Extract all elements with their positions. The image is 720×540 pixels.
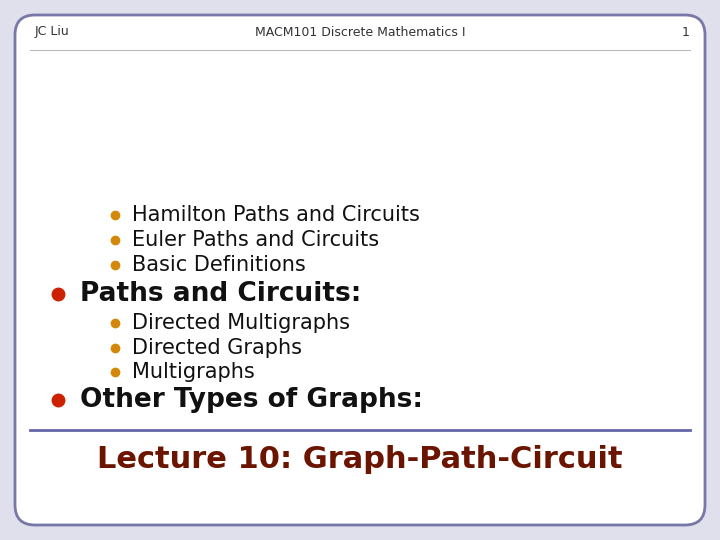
Text: Other Types of Graphs:: Other Types of Graphs: — [80, 387, 423, 413]
Text: Directed Graphs: Directed Graphs — [132, 338, 302, 358]
Text: Paths and Circuits:: Paths and Circuits: — [80, 281, 361, 307]
Text: Hamilton Paths and Circuits: Hamilton Paths and Circuits — [132, 205, 420, 225]
Text: Basic Definitions: Basic Definitions — [132, 255, 306, 275]
Text: Euler Paths and Circuits: Euler Paths and Circuits — [132, 230, 379, 250]
Text: Multigraphs: Multigraphs — [132, 362, 255, 382]
Text: MACM101 Discrete Mathematics I: MACM101 Discrete Mathematics I — [255, 25, 465, 38]
Text: JC Liu: JC Liu — [35, 25, 70, 38]
Text: 1: 1 — [682, 25, 690, 38]
FancyBboxPatch shape — [15, 15, 705, 525]
Text: Directed Multigraphs: Directed Multigraphs — [132, 313, 350, 333]
Text: Lecture 10: Graph-Path-Circuit: Lecture 10: Graph-Path-Circuit — [97, 446, 623, 475]
